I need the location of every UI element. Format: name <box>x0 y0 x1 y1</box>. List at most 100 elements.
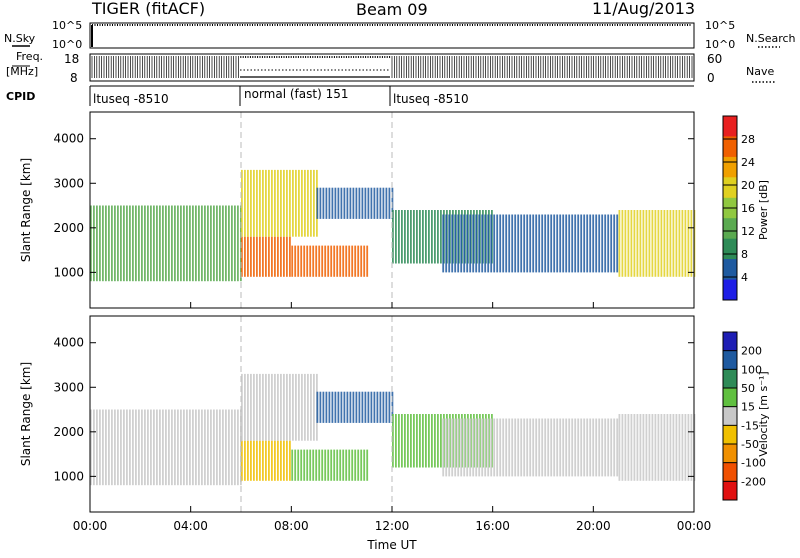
velocity-y-ticks: 1000 2000 3000 4000 <box>53 336 694 483</box>
data-region-3 <box>345 449 348 481</box>
data-region-6 <box>487 214 490 273</box>
data-region-4 <box>346 187 349 219</box>
colorbar-tick-label: -200 <box>741 475 766 488</box>
data-region-0 <box>168 409 170 486</box>
power-colorbar-label: Power [dB] <box>757 180 770 240</box>
data-region-0 <box>114 409 116 486</box>
data-region-6 <box>568 418 571 477</box>
data-region-4 <box>328 187 331 219</box>
data-region-6 <box>481 418 484 477</box>
data-region-0 <box>117 409 119 486</box>
data-region-7 <box>654 414 657 481</box>
data-region-2 <box>277 373 279 441</box>
data-region-2 <box>307 373 309 441</box>
data-region-6 <box>505 214 508 273</box>
data-region-7 <box>660 210 663 277</box>
freq-label: Freq. <box>16 50 43 63</box>
data-region-4 <box>349 187 352 219</box>
nave-tick-bottom: 0 <box>707 71 715 85</box>
colorbar-tick-label: 100 <box>741 363 762 376</box>
data-region-4 <box>331 391 334 423</box>
data-region-7 <box>657 210 660 277</box>
data-region-6 <box>475 418 478 477</box>
data-region-7 <box>669 210 672 277</box>
data-region-6 <box>484 418 487 477</box>
data-region-6 <box>529 214 532 273</box>
data-region-2 <box>256 373 258 441</box>
power-colorbar: 4 8 12 16 20 24 28 <box>722 115 755 301</box>
data-region-1 <box>283 440 285 481</box>
data-region-0 <box>177 409 179 486</box>
data-region-2 <box>253 373 255 441</box>
data-region-6 <box>532 418 535 477</box>
data-region-2 <box>304 373 306 441</box>
data-region-4 <box>328 391 331 423</box>
data-region-2 <box>256 169 258 237</box>
data-region-6 <box>499 418 502 477</box>
data-region-5 <box>404 414 406 468</box>
data-region-0 <box>96 409 98 486</box>
data-region-6 <box>550 214 553 273</box>
data-region-7 <box>663 210 666 277</box>
data-region-6 <box>463 418 466 477</box>
x-tick-label: 16:00 <box>475 519 510 533</box>
data-region-0 <box>219 205 221 282</box>
data-region-6 <box>562 418 565 477</box>
data-region-1 <box>274 236 276 277</box>
data-region-6 <box>505 418 508 477</box>
data-region-4 <box>370 391 373 423</box>
data-region-2 <box>253 169 255 237</box>
y-tick-label: 2000 <box>53 425 84 439</box>
data-region-6 <box>496 418 499 477</box>
data-region-6 <box>547 418 550 477</box>
data-region-3 <box>294 245 297 277</box>
data-region-0 <box>234 205 236 282</box>
data-region-6 <box>511 214 514 273</box>
nsearch-tick-bottom: 10^0 <box>705 38 735 51</box>
data-region-6 <box>520 214 523 273</box>
data-region-4 <box>337 391 340 423</box>
data-region-2 <box>292 169 294 237</box>
y-tick-label: 1000 <box>53 265 84 279</box>
data-region-3 <box>363 449 366 481</box>
data-region-1 <box>250 440 252 481</box>
data-region-3 <box>327 245 330 277</box>
colorbar-swatch <box>723 332 737 352</box>
data-region-4 <box>361 391 364 423</box>
data-region-7 <box>672 210 675 277</box>
data-region-3 <box>324 245 327 277</box>
data-region-0 <box>153 409 155 486</box>
data-region-3 <box>318 449 321 481</box>
data-region-7 <box>639 210 642 277</box>
data-region-6 <box>460 418 463 477</box>
data-region-5 <box>428 210 430 264</box>
data-region-5 <box>419 414 421 468</box>
data-region-3 <box>333 245 336 277</box>
data-region-4 <box>388 187 391 219</box>
colorbar-swatch <box>723 369 737 389</box>
data-region-2 <box>262 373 264 441</box>
data-region-2 <box>301 169 303 237</box>
data-region-6 <box>457 418 460 477</box>
data-region-7 <box>651 414 654 481</box>
power-y-ticks: 1000 2000 3000 4000 <box>53 132 694 279</box>
data-region-4 <box>325 187 328 219</box>
data-region-0 <box>192 409 194 486</box>
data-region-6 <box>583 418 586 477</box>
data-region-2 <box>265 169 267 237</box>
data-region-5 <box>416 210 418 264</box>
data-region-0 <box>153 205 155 282</box>
colorbar-swatch <box>723 259 737 280</box>
data-region-0 <box>111 409 113 486</box>
data-region-3 <box>348 245 351 277</box>
data-region-6 <box>553 418 556 477</box>
data-region-2 <box>286 373 288 441</box>
data-region-2 <box>301 373 303 441</box>
data-region-3 <box>297 449 300 481</box>
data-region-2 <box>250 373 252 441</box>
data-region-4 <box>370 187 373 219</box>
data-region-3 <box>315 245 318 277</box>
data-region-7 <box>630 210 633 277</box>
data-region-6 <box>586 418 589 477</box>
colorbar-swatch <box>723 116 737 137</box>
